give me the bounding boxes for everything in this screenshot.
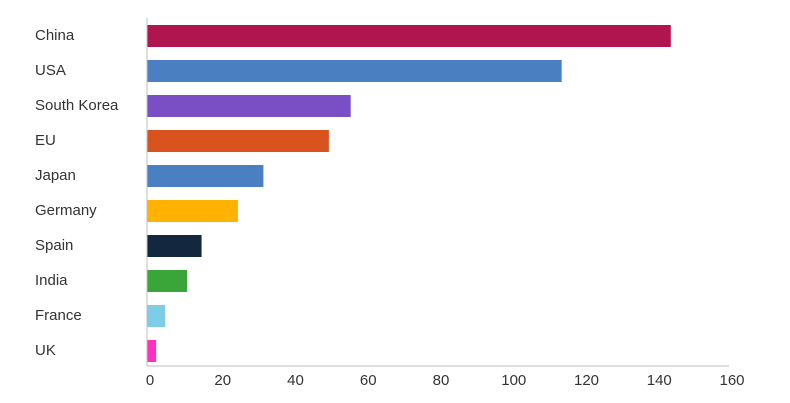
category-label-china: China bbox=[35, 27, 75, 44]
category-label-japan: Japan bbox=[35, 167, 76, 184]
x-tick-label-60: 60 bbox=[360, 372, 377, 389]
category-label-germany: Germany bbox=[35, 202, 97, 219]
category-labels: China USA South Korea EU Japan Germany Spain In… bbox=[35, 27, 119, 359]
bar-eu bbox=[147, 130, 329, 152]
bar-india bbox=[147, 270, 188, 292]
x-tick-label-20: 20 bbox=[214, 372, 231, 389]
bar-uk bbox=[147, 340, 157, 362]
x-tick-label-100: 100 bbox=[501, 372, 526, 389]
category-label-south-korea: South Korea bbox=[35, 97, 119, 114]
bar-spain bbox=[147, 235, 202, 257]
category-label-usa: USA bbox=[35, 62, 66, 79]
bar-usa bbox=[147, 60, 562, 82]
category-label-india: India bbox=[35, 272, 68, 289]
x-tick-label-120: 120 bbox=[574, 372, 599, 389]
x-tick-label-160: 160 bbox=[719, 372, 744, 389]
x-tick-label-140: 140 bbox=[647, 372, 672, 389]
x-axis-ticks: 0 20 40 60 80 100 120 140 160 bbox=[146, 372, 745, 389]
bar-south-korea bbox=[147, 95, 351, 117]
bar-japan bbox=[147, 165, 264, 187]
bar-china bbox=[147, 25, 671, 47]
category-label-spain: Spain bbox=[35, 237, 73, 254]
category-label-france: France bbox=[35, 307, 82, 324]
category-label-uk: UK bbox=[35, 342, 56, 359]
bars-layer bbox=[147, 25, 671, 362]
category-label-eu: EU bbox=[35, 132, 56, 149]
bar-germany bbox=[147, 200, 238, 222]
x-tick-label-80: 80 bbox=[433, 372, 450, 389]
x-tick-label-40: 40 bbox=[287, 372, 304, 389]
x-tick-label-0: 0 bbox=[146, 372, 154, 389]
bar-france bbox=[147, 305, 166, 327]
